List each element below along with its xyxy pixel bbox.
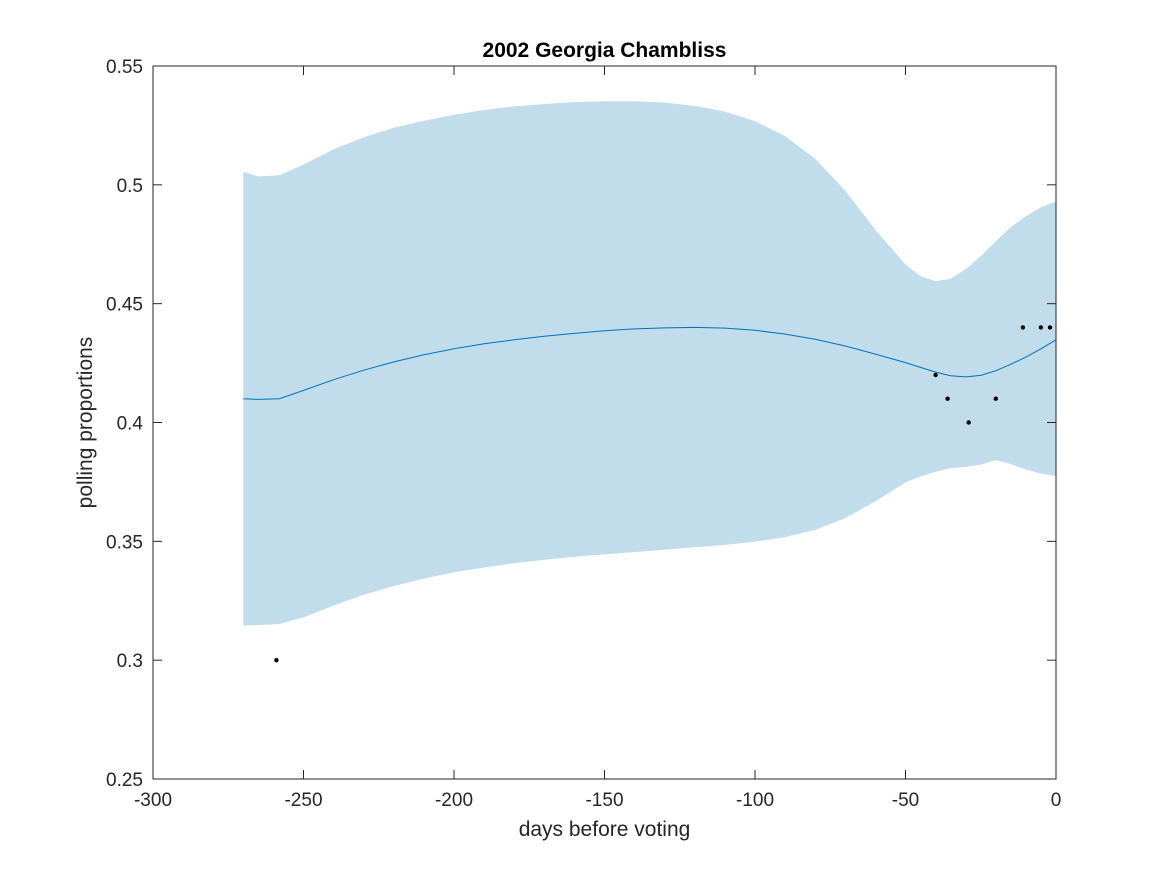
y-tick-label: 0.4 bbox=[117, 414, 144, 435]
x-tick-label: -300 bbox=[134, 790, 172, 811]
y-tick-label: 0.5 bbox=[117, 176, 143, 197]
poll-point bbox=[274, 658, 279, 663]
x-tick-label: -100 bbox=[736, 790, 774, 811]
poll-point bbox=[1047, 325, 1053, 330]
y-tick-label: 0.55 bbox=[106, 57, 143, 78]
poll-point bbox=[945, 396, 950, 401]
plot-area bbox=[243, 101, 1057, 663]
ticks: -300 -250 -200 -150 -100 -50 0 0.25 0.3 0.35 0.4 0.… bbox=[106, 57, 1061, 811]
mean-line bbox=[243, 326, 1057, 400]
y-tick-label: 0.3 bbox=[117, 651, 143, 672]
x-tick-label: -50 bbox=[892, 790, 919, 811]
y-tick-label: 0.45 bbox=[106, 295, 143, 316]
x-tick-label: -150 bbox=[585, 790, 623, 811]
y-tick-label: 0.25 bbox=[106, 770, 143, 791]
poll-point bbox=[1038, 325, 1044, 330]
poll-point bbox=[1020, 325, 1026, 330]
x-tick-label: 0 bbox=[1051, 790, 1062, 811]
poll-point bbox=[933, 372, 938, 378]
x-tick-label: -200 bbox=[435, 790, 473, 811]
x-axis-label: days before voting bbox=[519, 818, 691, 841]
poll-point bbox=[993, 396, 998, 401]
y-axis-label: polling proportions bbox=[74, 337, 97, 509]
x-tick-label: -250 bbox=[284, 790, 322, 811]
y-tick-label: 0.35 bbox=[106, 532, 143, 553]
confidence-band bbox=[243, 101, 1057, 626]
poll-point bbox=[966, 420, 971, 425]
chart-title: 2002 Georgia Chambliss bbox=[483, 39, 727, 62]
